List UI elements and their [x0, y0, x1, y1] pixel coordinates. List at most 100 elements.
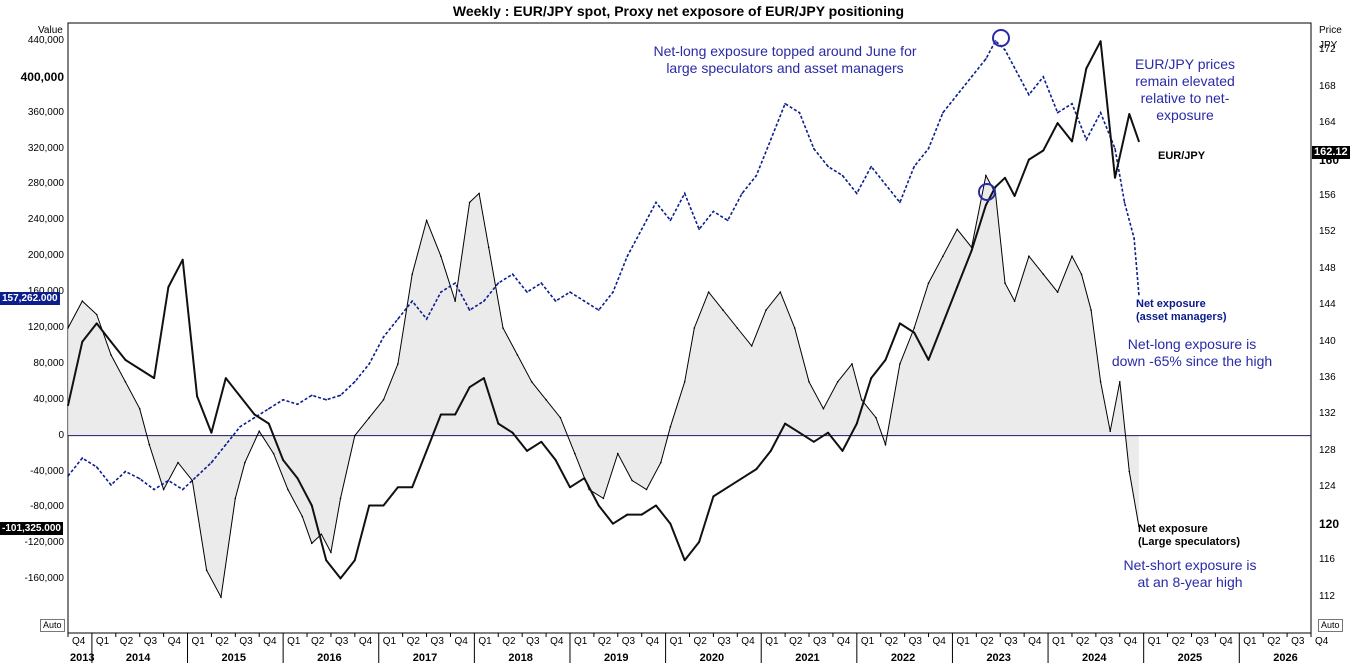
asset-managers-point	[1114, 147, 1116, 150]
quarter-label: Q1	[478, 636, 492, 647]
eurjpy-point	[138, 368, 141, 370]
eurjpy-point	[397, 486, 399, 489]
speculators-point	[860, 399, 863, 401]
quarter-label: Q2	[119, 636, 134, 647]
asset-managers-label-line1: Net exposure	[1136, 298, 1206, 310]
speculators-label-line2: (Large speculators)	[1138, 536, 1241, 548]
annotation-right-top-line2: remain elevated	[1135, 73, 1235, 89]
speculators-point	[765, 309, 767, 311]
eurjpy-point	[540, 441, 543, 443]
year-label: 2019	[603, 652, 629, 664]
asset-managers-point	[382, 336, 385, 338]
speculators-point	[683, 381, 686, 383]
quarter-label: Q3	[813, 636, 827, 647]
eurjpy-point	[382, 504, 385, 507]
quarter-label: Q2	[311, 636, 325, 647]
left-auto-scale-button[interactable]: Auto	[40, 619, 65, 632]
eurjpy-point	[970, 249, 973, 252]
eurjpy-point	[870, 377, 872, 379]
asset-managers-point	[497, 282, 500, 284]
eurjpy-point	[784, 422, 786, 425]
quarter-label: Q3	[1291, 636, 1305, 647]
speculators-point	[177, 461, 179, 464]
speculators-point	[301, 515, 304, 518]
eurjpy-point	[81, 340, 84, 343]
annotation-bottom-line1: Net-short exposure is	[1123, 557, 1257, 573]
asset-managers-point	[841, 174, 844, 177]
asset-managers-point	[95, 466, 98, 468]
left-tick-label: 0	[58, 429, 64, 441]
speculators-point	[354, 434, 356, 437]
speculators-point	[258, 430, 261, 433]
asset-managers-point	[354, 381, 356, 383]
left-tick-label: 160,000	[0, 286, 64, 298]
eurjpy-point	[526, 450, 528, 452]
speculators-point	[1128, 470, 1131, 473]
asset-managers-point	[368, 363, 371, 365]
year-label: 2026	[1273, 652, 1298, 664]
speculators-point	[81, 300, 84, 302]
speculators-point	[110, 354, 112, 356]
quarter-label: Q2	[406, 636, 420, 647]
quarter-label: Q3	[1099, 636, 1114, 647]
speculators-point	[1042, 273, 1045, 276]
asset-managers-point	[196, 475, 198, 477]
asset-managers-point	[425, 318, 428, 320]
quarter-label: Q1	[95, 636, 110, 647]
right-tick-label: 136	[1319, 372, 1336, 384]
asset-managers-point	[712, 210, 715, 213]
speculators-point	[234, 497, 237, 500]
speculators-point	[502, 327, 504, 329]
right-tick-label: 116	[1319, 554, 1335, 566]
quarter-label: Q1	[860, 636, 875, 647]
left-tick-label: 80,000	[33, 357, 64, 369]
quarter-label: Q3	[334, 636, 349, 647]
right-tick-label: 164	[1319, 117, 1336, 129]
speculators-point	[1119, 381, 1121, 383]
year-label: 2023	[986, 652, 1011, 664]
eurjpy-point	[856, 422, 858, 425]
quarter-label: Q3	[1195, 636, 1209, 647]
eurjpy-point	[124, 359, 127, 361]
eurjpy-point	[597, 504, 600, 507]
speculators-point	[330, 551, 332, 554]
eurjpy-point	[239, 395, 241, 398]
chart-title: Weekly : EUR/JPY spot, Proxy net exposor…	[452, 3, 905, 19]
speculators-point	[311, 542, 313, 545]
right-auto-scale-button[interactable]: Auto	[1318, 619, 1343, 632]
speculators-point	[660, 461, 662, 464]
year-label: 2013	[70, 652, 95, 664]
annotation-mid-line1: Net-long exposure is	[1127, 336, 1257, 352]
left-tick-label: -160,000	[24, 573, 64, 585]
right-tick-label: 140	[1319, 335, 1336, 347]
x-axis-ticks	[67, 633, 1312, 663]
speculators-point	[1099, 381, 1102, 383]
speculators-point	[793, 327, 796, 329]
asset-managers-point	[813, 147, 815, 150]
quarter-label: Q4	[1315, 636, 1329, 647]
year-label: 2020	[699, 652, 725, 664]
asset-managers-point	[526, 291, 528, 293]
asset-managers-point	[210, 461, 213, 464]
eurjpy-point	[913, 331, 915, 334]
right-tick-label: 152	[1319, 226, 1336, 238]
asset-managers-point	[726, 219, 729, 222]
asset-managers-point	[927, 147, 930, 150]
speculators-point	[808, 381, 810, 383]
speculators-point	[487, 246, 490, 249]
asset-managers-point	[454, 282, 457, 284]
quarter-label: Q3	[143, 636, 158, 647]
left-tick-label: -80,000	[30, 501, 64, 513]
year-label: 2018	[508, 652, 533, 664]
eurjpy-point	[1071, 140, 1073, 143]
eurjpy-point	[655, 504, 657, 507]
year-label: 2017	[412, 652, 438, 664]
speculators-point	[750, 345, 753, 347]
annotation-right-top-line4: exposure	[1156, 107, 1214, 123]
right-tick-label: 128	[1319, 444, 1336, 456]
eurjpy-point	[942, 322, 944, 325]
annotation-right-top-line1: EUR/JPY prices	[1134, 56, 1236, 72]
eurjpy-point	[181, 258, 184, 261]
speculators-point	[669, 425, 672, 428]
asset-managers-point	[311, 394, 313, 397]
